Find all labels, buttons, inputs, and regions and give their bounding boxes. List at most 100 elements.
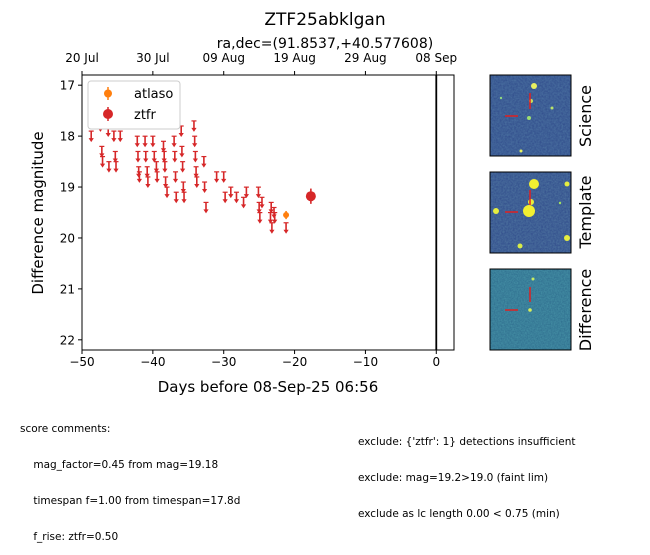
upper-limit-ztfr: [162, 161, 168, 173]
upper-limit-arrow: [144, 173, 150, 178]
upper-limit-arrow: [171, 143, 177, 148]
upper-limit-arrow: [228, 194, 234, 199]
upper-limit-ztfr: [283, 222, 289, 234]
upper-limit-arrow: [173, 199, 179, 204]
upper-limit-arrow: [99, 163, 106, 168]
upper-limit-arrow: [268, 209, 274, 214]
top-date-axis: 20 Jul 30 Jul 09 Aug 19 Aug 29 Aug 08 Sep: [65, 51, 457, 75]
upper-limit-arrow: [164, 194, 170, 199]
note-line: f_rise: ztfr=0.50: [20, 531, 119, 543]
upper-limit-ztfr: [214, 171, 220, 183]
upper-limit-ztfr: [117, 130, 123, 143]
upper-limit-ztfr: [179, 145, 185, 158]
upper-limit-ztfr: [112, 150, 118, 163]
top-tick-label: 20 Jul: [65, 51, 99, 65]
upper-limit-arrow: [214, 178, 220, 183]
top-tick-label: 30 Jul: [136, 51, 170, 65]
upper-limit-arrow: [221, 178, 227, 183]
top-tick-label: 29 Aug: [344, 51, 387, 65]
upper-limit-ztfr: [193, 166, 199, 178]
upper-limit-arrow: [180, 189, 186, 194]
upper-limit-ztfr: [240, 196, 247, 209]
upper-limit-arrow: [161, 158, 167, 163]
upper-limit-arrow: [145, 183, 151, 188]
y-tick-label: 17: [60, 79, 75, 93]
upper-limit-arrow: [153, 168, 159, 173]
chart-title: ZTF25abklgan: [264, 10, 385, 30]
legend-ztfr-marker: [103, 107, 113, 121]
upper-limit-arrow: [142, 143, 148, 148]
upper-limit-arrow: [193, 173, 199, 178]
upper-limit-ztfr: [144, 166, 150, 178]
upper-limit-ztfr: [221, 171, 227, 183]
upper-limit-arrow: [178, 133, 184, 138]
upper-limit-ztfr: [151, 150, 157, 163]
upper-limit-arrow: [272, 219, 278, 224]
light-curve-figure: ZTF25abklgan ra,dec=(91.8537,+40.577608)…: [29, 10, 595, 396]
y-axis-label: Difference magnitude: [29, 131, 47, 294]
x-tick-label: −40: [140, 355, 165, 369]
upper-limit-arrow: [192, 158, 198, 163]
upper-limit-ztfr: [171, 135, 177, 148]
note-line: exclude: {'ztfr': 1} detections insuffic…: [358, 436, 576, 448]
upper-limit-ztfr: [201, 181, 208, 194]
upper-limit-ztfr: [201, 155, 207, 168]
upper-limit-ztfr: [163, 176, 169, 188]
chart-subtitle: ra,dec=(91.8537,+40.577608): [217, 36, 433, 52]
upper-limit-arrow: [105, 133, 111, 138]
upper-limit-arrow: [136, 178, 142, 183]
upper-limit-ztfr: [111, 130, 117, 143]
upper-limit-ztfr: [99, 145, 105, 158]
upper-limit-arrow: [88, 138, 94, 143]
upper-limit-arrow: [150, 143, 156, 148]
upper-limit-ztfr: [106, 161, 112, 173]
exclusion-notes: exclude: {'ztfr': 1} detections insuffic…: [358, 412, 576, 532]
upper-limit-ztfr: [191, 120, 197, 132]
upper-limit-ztfr: [135, 150, 141, 163]
upper-limit-ztfr: [150, 135, 156, 148]
legend: atlaso ztfr: [87, 80, 181, 130]
upper-limit-ztfr: [256, 201, 262, 214]
data-marks: [88, 120, 316, 234]
upper-limit-arrow: [111, 138, 117, 143]
x-axis: −50 −40 −30 −20 −10 0: [69, 350, 440, 369]
upper-limit-arrow: [172, 158, 178, 163]
upper-limit-arrow: [243, 194, 249, 199]
x-tick-label: 0: [432, 355, 440, 369]
difference-cutout: [489, 268, 572, 351]
detection-point: [305, 191, 316, 202]
legend-atlaso-label: atlaso: [134, 87, 173, 102]
upper-limit-ztfr: [180, 181, 186, 194]
detection-point: [283, 212, 290, 219]
note-line: mag_factor=0.45 from mag=19.18: [20, 459, 219, 471]
y-tick-label: 21: [60, 282, 75, 296]
template-label: Template: [576, 175, 595, 249]
upper-limit-arrow: [194, 183, 200, 188]
upper-limit-ztfr: [255, 186, 262, 199]
top-tick-label: 08 Sep: [415, 51, 457, 65]
upper-limit-arrow: [283, 229, 289, 234]
upper-limit-ztfr: [269, 222, 275, 234]
upper-limit-arrow: [162, 168, 168, 173]
upper-limit-ztfr: [113, 161, 119, 173]
upper-limit-ztfr: [181, 191, 187, 204]
upper-limit-arrow: [113, 168, 119, 173]
upper-limit-arrow: [143, 158, 149, 163]
y-tick-label: 19: [60, 181, 75, 195]
legend-ztfr-label: ztfr: [134, 108, 156, 123]
score-comments: score comments: mag_factor=0.45 from mag…: [20, 399, 240, 555]
upper-limit-arrow: [160, 148, 167, 153]
upper-limit-arrow: [179, 153, 185, 158]
upper-limit-arrow: [255, 194, 262, 199]
upper-limit-ztfr: [222, 191, 228, 204]
upper-limit-arrow: [181, 199, 187, 204]
upper-limit-ztfr: [194, 176, 200, 188]
upper-limit-arrow: [117, 138, 123, 143]
upper-limit-arrow: [151, 158, 157, 163]
y-axis: 17 18 19 20 21 22: [60, 79, 82, 347]
y-tick-label: 20: [60, 231, 75, 245]
upper-limit-arrow: [135, 158, 141, 163]
upper-limit-arrow: [99, 153, 105, 158]
template-cutout: [489, 171, 572, 254]
detection-ztfr: [305, 188, 316, 204]
